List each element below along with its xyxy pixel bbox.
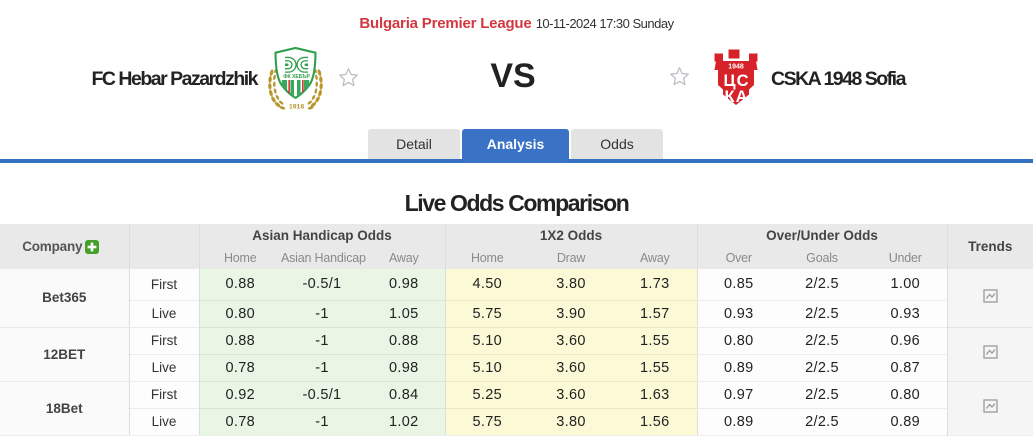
svg-text:1948: 1948 xyxy=(728,64,744,71)
svg-text:КА: КА xyxy=(725,88,749,106)
svg-text:ЦС: ЦС xyxy=(724,72,750,90)
svg-text:ФК ХЕБЪР: ФК ХЕБЪР xyxy=(283,74,310,80)
svg-text:1918: 1918 xyxy=(289,104,304,111)
